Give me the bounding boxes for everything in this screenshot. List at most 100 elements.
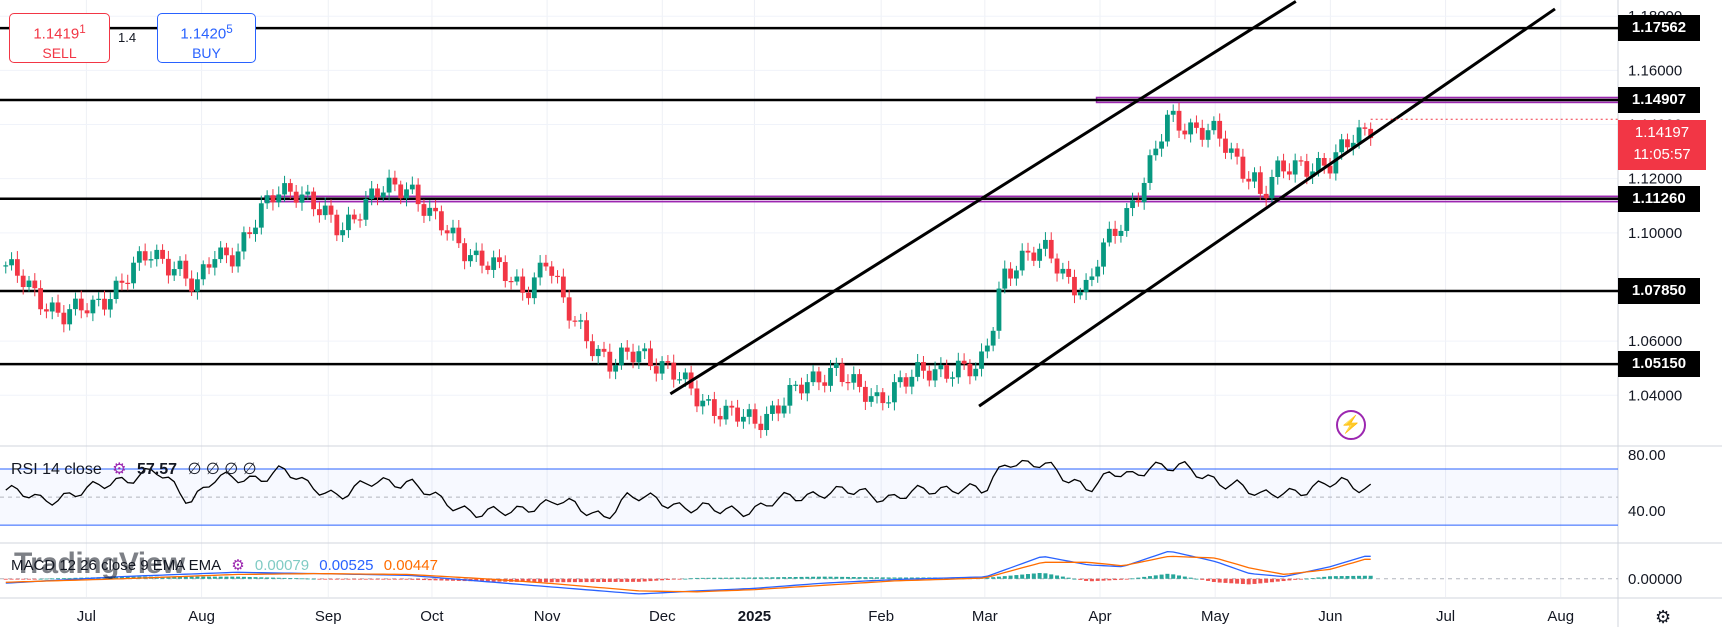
settings-icon[interactable]: ⚙ [1655,607,1672,627]
sell-button[interactable]: 1.14191 SELL [9,13,110,63]
macd-line-value: 0.00525 [319,557,374,574]
candle-body [729,405,735,408]
time-axis-label: 2025 [738,608,771,625]
macd-histogram-bar [270,577,275,579]
candle-body [1217,120,1223,139]
macd-histogram-bar [1072,578,1077,580]
candle-body [950,377,955,379]
macd-histogram-bar [863,577,868,579]
macd-histogram-bar [729,577,734,579]
candle-body [200,264,206,280]
candle-body [595,348,601,357]
candle-body [717,415,723,420]
candle-body [549,266,555,276]
macd-histogram-bar [1357,575,1362,579]
candle-body [183,260,189,279]
candle-body [897,377,903,383]
candle-body [1019,250,1025,271]
candle-body [224,247,229,256]
candle-body [1083,279,1089,293]
macd-histogram-bar [625,578,630,582]
candle-body [1060,268,1066,274]
buy-button[interactable]: 1.14205 BUY [157,13,256,63]
candle-body [241,232,247,252]
candle-body [67,309,73,325]
macd-histogram-bar [578,578,583,583]
candle-body [665,361,671,363]
macd-histogram-bar [1066,577,1071,579]
macd-histogram-bar [607,578,612,582]
indicator-settings-icon[interactable]: ⚙ [231,557,245,574]
macd-histogram-bar [822,576,827,579]
candle-body [1170,110,1176,115]
candle-body [770,405,775,414]
macd-histogram-bar [282,577,287,579]
macd-histogram-bar [1165,573,1170,579]
sell-label: SELL [42,44,77,61]
candle-body [61,312,67,325]
candle-body [1257,172,1263,194]
macd-histogram-bar [1118,578,1123,580]
macd-histogram-bar [491,578,496,582]
candle-body [131,262,136,284]
macd-histogram-bar [1246,578,1251,585]
macd-histogram-bar [851,577,856,579]
indicator-settings-icon[interactable]: ⚙ [112,461,127,478]
macd-histogram-bar [805,576,810,579]
macd-histogram-bar [299,578,304,580]
macd-signal-value: 0.00447 [383,557,438,574]
candle-body [589,341,595,357]
candle-body [125,282,131,284]
macd-histogram-bar [236,576,241,579]
macd-histogram-bar [15,578,20,580]
candle-body [142,251,148,261]
macd-histogram-bar [1304,578,1309,580]
candle-body [892,382,897,403]
candle-body [822,382,828,386]
candle-body [961,360,967,364]
candle-body [793,384,799,386]
candle-body [1043,239,1048,249]
macd-histogram-bar [741,577,746,579]
time-axis-label: Aug [188,608,215,625]
macd-histogram-bar [1310,578,1315,579]
macd-histogram-bar [67,577,72,579]
macd-histogram-bar [1101,578,1106,581]
macd-histogram-bar [346,578,351,580]
candle-body [264,195,270,204]
candle-body [351,214,357,220]
candle-body [433,207,438,212]
macd-histogram-bar [317,578,322,580]
macd-legend[interactable]: MACD 12 26 close 9 EMA EMA ⚙ 0.00079 0.0… [11,556,444,574]
candle-body [659,361,665,374]
price-tick-label: 1.16000 [1628,62,1682,79]
macd-histogram-bar [398,578,403,580]
candle-body [334,214,340,236]
candle-body [537,262,543,278]
lightning-icon[interactable]: ⚡ [1336,410,1366,440]
macd-histogram-bar [1333,576,1338,579]
candle-body [1310,171,1316,177]
macd-histogram-bar [555,578,560,583]
candle-body [682,372,688,380]
candle-body [1223,138,1228,153]
candle-body [1141,182,1147,203]
candle-body [49,302,55,312]
macd-histogram-bar [230,576,235,579]
macd-histogram-bar [892,577,897,579]
macd-histogram-bar [125,576,130,579]
candle-body [1240,156,1246,179]
candle-body [1188,122,1194,135]
candle-body [444,230,450,234]
macd-histogram-bar [1171,574,1176,579]
rsi-legend[interactable]: RSI 14 close ⚙ 57.57 ∅ ∅ ∅ ∅ [11,459,263,479]
candle-body [1118,230,1124,236]
candle-body [26,280,32,288]
candle-body [270,195,276,203]
candle-body [560,276,566,298]
candle-body [514,276,520,282]
candle-body [1194,122,1199,128]
candle-body [1298,160,1304,162]
macd-histogram-bar [218,576,223,579]
